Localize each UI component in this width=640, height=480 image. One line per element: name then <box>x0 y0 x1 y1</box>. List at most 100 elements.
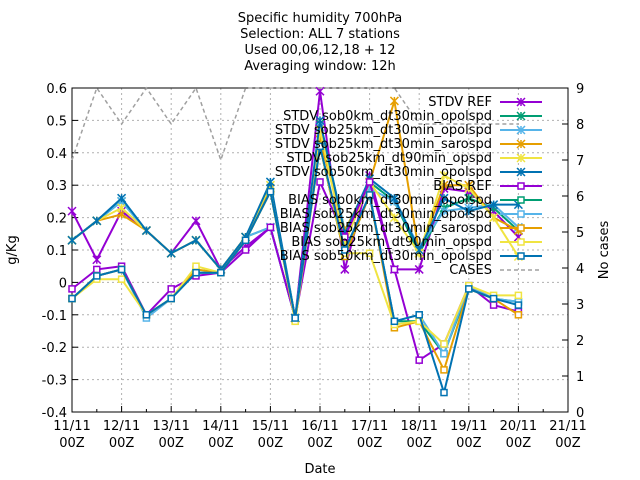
y-tick-label: 0.5 <box>46 114 67 129</box>
data-point <box>92 255 102 265</box>
data-point <box>241 236 250 245</box>
x-tick-label: 00Z <box>208 436 234 451</box>
x-tick-label: 12/11 <box>103 419 140 434</box>
data-point <box>464 206 474 216</box>
data-point <box>117 265 126 274</box>
legend-label: STDV sob25km_dt90min_opspd <box>286 151 492 166</box>
y2-tick-label: 3 <box>576 298 584 313</box>
data-point <box>241 246 250 254</box>
y-tick-label: -0.2 <box>42 341 67 356</box>
legend-entry: STDV sob25km_dt30min_opolspd <box>275 123 542 138</box>
x-tick-label: 19/11 <box>450 419 487 434</box>
legend-marker <box>516 97 526 107</box>
legend-entry: CASES <box>449 263 542 278</box>
data-point <box>365 178 374 186</box>
x-tick-label: 20/11 <box>500 419 537 434</box>
legend-entry: STDV REF <box>428 95 542 110</box>
y2-tick-label: 0 <box>576 406 584 421</box>
x-tick-label: 17/11 <box>351 419 388 434</box>
x-tick-label: 00Z <box>59 436 85 451</box>
x-tick-label: 00Z <box>307 436 333 451</box>
data-point <box>439 193 449 203</box>
legend-entry: STDV sob50km_dt30min_opolspd <box>275 165 542 180</box>
legend-marker <box>517 196 525 204</box>
x-tick-label: 13/11 <box>152 419 189 434</box>
data-point <box>315 115 325 125</box>
data-point <box>489 200 499 210</box>
legend-label: BIAS sob25km_dt30min_sarospd <box>280 221 492 236</box>
data-point <box>192 268 200 277</box>
data-point <box>142 311 151 319</box>
data-point <box>440 349 448 358</box>
legend-label: BIAS REF <box>433 179 492 194</box>
data-point <box>389 96 399 106</box>
legend-entry: STDV sob0km_dt30min_opolspd <box>283 109 542 124</box>
chart-title-line-3: Used 00,06,12,18 + 12 <box>244 43 396 58</box>
data-point <box>464 183 474 193</box>
x-tick-label: 00Z <box>555 436 581 451</box>
data-point <box>117 203 127 213</box>
data-point <box>489 301 498 309</box>
data-point <box>92 216 102 226</box>
x-tick-label: 18/11 <box>400 419 437 434</box>
legend-marker <box>516 153 526 163</box>
data-point <box>439 206 449 216</box>
y2-axis-title: No cases <box>597 221 612 280</box>
data-point <box>265 177 275 187</box>
legend-entry: BIAS sob25km_dt90min_opspd <box>291 235 542 250</box>
data-point <box>341 246 349 254</box>
data-point <box>191 235 201 245</box>
data-point <box>440 366 448 374</box>
data-point <box>464 193 474 203</box>
legend-entry: BIAS REF <box>433 179 542 194</box>
data-point <box>415 311 423 319</box>
legend-marker <box>516 139 526 149</box>
data-point <box>440 340 448 348</box>
legend-label: STDV sob25km_dt30min_sarospd <box>275 137 492 152</box>
data-point <box>316 142 324 151</box>
series-cases-12 <box>71 86 519 163</box>
y-tick-label: -0.3 <box>42 374 67 389</box>
x-tick-label: 11/11 <box>53 419 90 434</box>
data-point <box>93 265 101 274</box>
y-tick-label: -0.1 <box>42 309 67 324</box>
data-point <box>67 235 77 245</box>
series-line <box>71 86 519 163</box>
x-tick-label: 00Z <box>456 436 482 451</box>
data-point <box>514 291 523 300</box>
data-point <box>167 285 175 293</box>
data-point <box>68 285 76 293</box>
legend-marker <box>516 111 526 121</box>
data-point <box>192 262 200 270</box>
x-tick-label: 00Z <box>406 436 432 451</box>
legend-marker <box>517 252 525 260</box>
data-point <box>489 213 499 223</box>
chart-title-line-2: Selection: ALL 7 stations <box>240 27 400 42</box>
x-tick-label: 00Z <box>158 436 184 451</box>
legend-marker <box>517 182 525 190</box>
data-point <box>217 268 225 277</box>
y-tick-label: 0.6 <box>46 82 67 97</box>
y2-tick-label: 8 <box>576 118 584 133</box>
legend-marker <box>517 238 525 246</box>
legend-label: STDV REF <box>428 95 492 110</box>
y-tick-label: -0.4 <box>42 406 67 421</box>
data-point <box>390 317 399 326</box>
x-tick-label: 21/11 <box>549 419 586 434</box>
axes: -0.4 -0.3 -0.2 -0.1 0 0.1 0.2 0.3 0.4 0.5 0.6 0 1 2 3 4… <box>42 82 587 451</box>
y2-tick-label: 7 <box>576 154 584 169</box>
x-axis-title: Date <box>304 462 335 477</box>
legend-marker <box>516 125 526 135</box>
data-point <box>93 272 101 280</box>
y-tick-label: 0.2 <box>46 212 67 227</box>
y2-tick-label: 1 <box>576 370 584 385</box>
data-point <box>389 193 399 203</box>
y2-tick-label: 9 <box>576 82 584 97</box>
y2-tick-label: 6 <box>576 190 584 205</box>
y2-tick-label: 4 <box>576 262 584 277</box>
legend-label: STDV sob0km_dt30min_opolspd <box>283 109 492 124</box>
data-point <box>365 249 374 257</box>
data-point <box>167 294 175 303</box>
